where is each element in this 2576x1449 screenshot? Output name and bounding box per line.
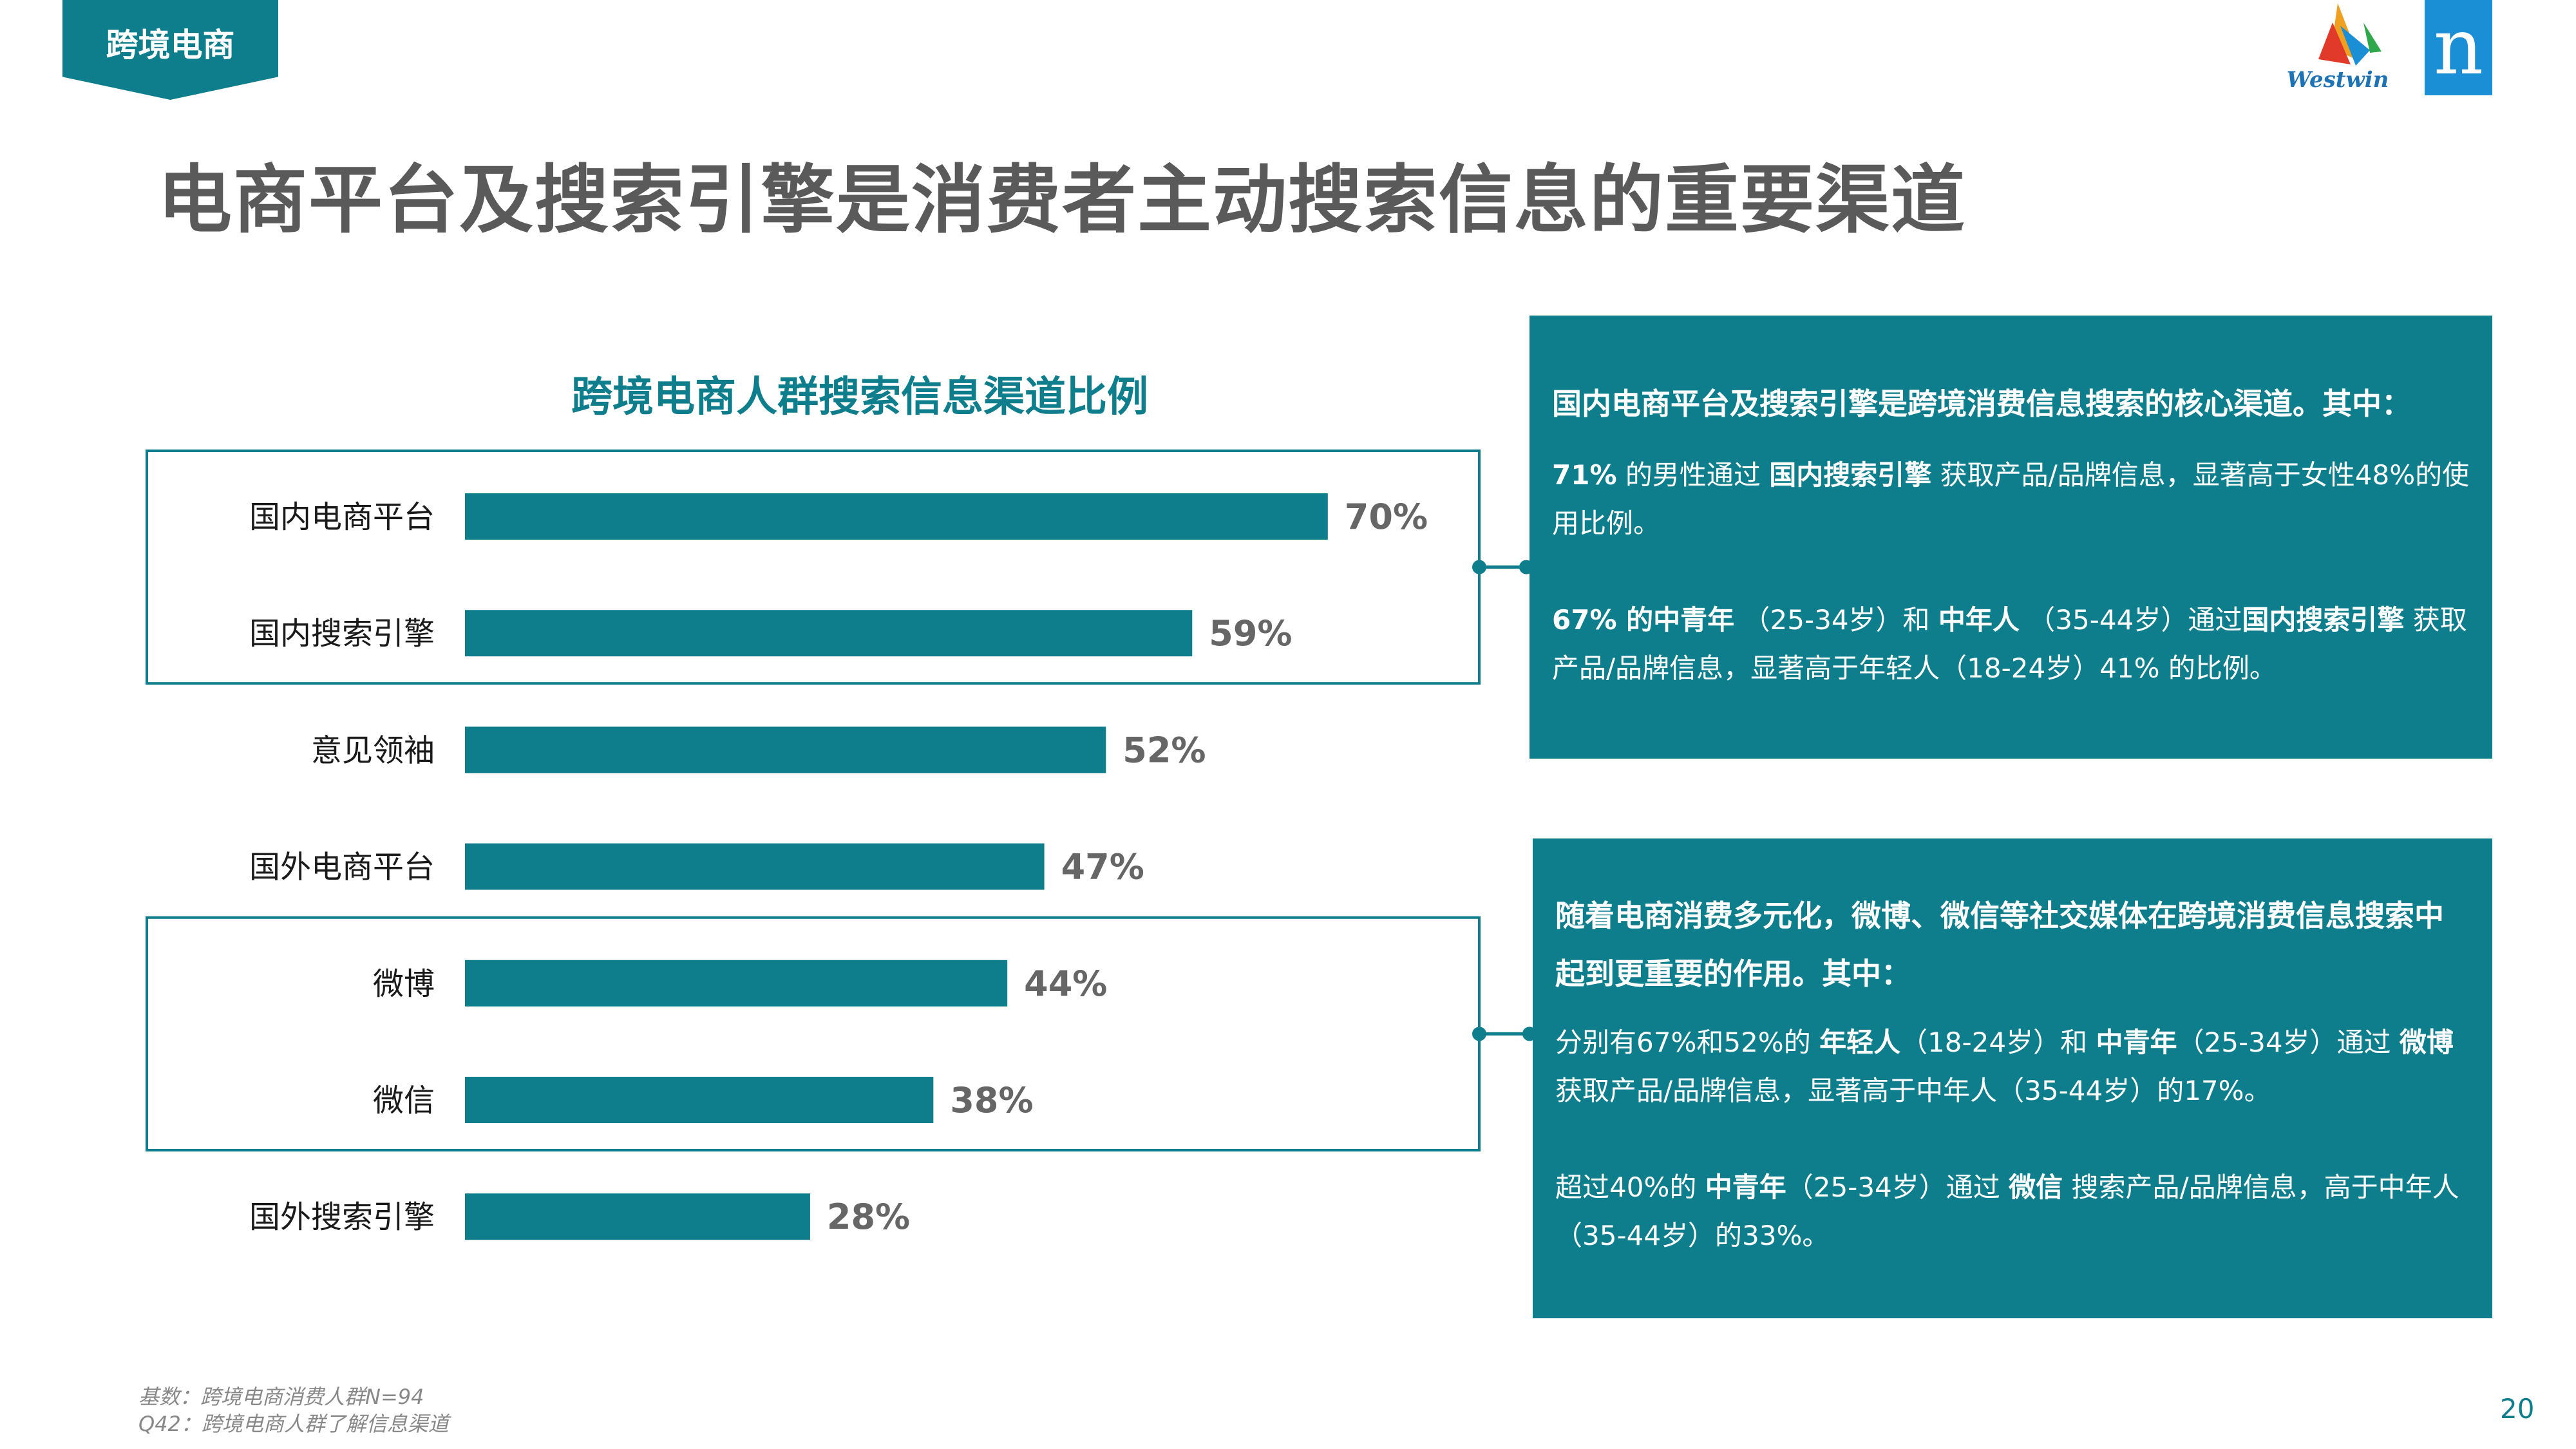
value-label-4: 47%: [1061, 847, 1144, 887]
panel1-p2-text: （25-34岁）和: [1734, 604, 1938, 636]
panel2-paragraph-1: 分别有67%和52%的 年轻人（18-24岁）和 中青年（25-34岁）通过 微…: [1555, 1018, 2470, 1115]
bar-6: [465, 1077, 934, 1123]
westwin-logo-text: Westwin: [2286, 67, 2389, 93]
panel1-p1-channel: 国内搜索引擎: [1769, 459, 1932, 491]
panel2-p1-group-1: 年轻人: [1819, 1027, 1901, 1058]
panel1-p1-text: 的男性通过: [1616, 459, 1770, 491]
sail-icon: [2318, 3, 2382, 66]
connector-dot-2a: [1472, 1027, 1486, 1041]
panel1-p2-channel: 国内搜索引擎: [2242, 604, 2405, 636]
value-label-1: 70%: [1345, 497, 1428, 537]
panel1-heading: 国内电商平台及搜索引擎是跨境消费信息搜索的核心渠道。其中：: [1552, 386, 2411, 421]
panel2-p1-text-4: 获取产品/品牌信息，显著高于中年人（35-44岁）的17%。: [1555, 1075, 2271, 1106]
bar-1: [465, 493, 1328, 540]
value-label-7: 28%: [827, 1197, 910, 1237]
connector-dot-1a: [1472, 560, 1486, 574]
panel2-p2-text-3: 搜索产品/品牌信息，高于中年人（35-44岁）的33%。: [1555, 1171, 2459, 1251]
panel2-p2-channel: 微信: [2009, 1171, 2063, 1203]
panel1-p2-text-3: 获取产品/品牌信息，显著高于年轻人（18-24岁）41% 的比例。: [1552, 604, 2467, 684]
bar-2: [465, 610, 1193, 657]
insight-panel-1: 国内电商平台及搜索引擎是跨境消费信息搜索的核心渠道。其中： 71% 的男性通过 …: [1530, 316, 2492, 759]
bar-3: [465, 726, 1106, 773]
panel1-p1-stat: 71%: [1552, 459, 1617, 491]
panel2-p2-text-2: （25-34岁）通过: [1786, 1171, 2009, 1203]
nielsen-logo: n: [2425, 0, 2492, 95]
panel1-p1-text-2: 获取产品/品牌信息，显著高于女性48%的使用比例。: [1552, 459, 2470, 539]
page-number: 20: [2500, 1393, 2535, 1425]
panel2-p1-text: 分别有67%和52%的: [1555, 1027, 1820, 1058]
page-title: 电商平台及搜索引擎是消费者主动搜索信息的重要渠道: [158, 157, 1967, 243]
category-label-7: 国外搜索引擎: [249, 1199, 435, 1235]
panel2-p1-text-2: （18-24岁）和: [1900, 1027, 2096, 1058]
panel2-paragraph-2: 超过40%的 中青年（25-34岁）通过 微信 搜索产品/品牌信息，高于中年人（…: [1555, 1163, 2470, 1260]
panel2-p1-text-3: （25-34岁）通过: [2177, 1027, 2400, 1058]
value-label-2: 59%: [1209, 613, 1292, 654]
value-label-5: 44%: [1024, 963, 1107, 1004]
westwin-logo: Westwin: [2273, 0, 2402, 97]
footnote-question: Q42：跨境电商人群了解信息渠道: [138, 1412, 449, 1436]
insight-panel-2: 随着电商消费多元化，微博、微信等社交媒体在跨境消费信息搜索中起到更重要的作用。其…: [1533, 838, 2492, 1318]
panel1-p2-text-2: （35-44岁）通过: [2019, 604, 2242, 636]
panel1-paragraph-1: 71% 的男性通过 国内搜索引擎 获取产品/品牌信息，显著高于女性48%的使用比…: [1552, 451, 2470, 547]
section-tag-label: 跨境电商: [106, 26, 235, 64]
panel2-p2-group: 中青年: [1705, 1171, 1786, 1203]
panel2-p1-group-2: 中青年: [2096, 1027, 2177, 1058]
panel2-heading: 随着电商消费多元化，微博、微信等社交媒体在跨境消费信息搜索中起到更重要的作用。其…: [1555, 898, 2444, 991]
category-label-6: 微信: [373, 1083, 435, 1119]
footnote-base: 基数：跨境电商消费人群N=94: [138, 1385, 424, 1409]
panel1-p2-group: 中年人: [1938, 604, 2020, 636]
chart-title: 跨境电商人群搜索信息渠道比例: [571, 374, 1148, 421]
category-label-1: 国内电商平台: [249, 499, 435, 535]
panel1-paragraph-2: 67% 的中青年 （25-34岁）和 中年人 （35-44岁）通过国内搜索引擎 …: [1552, 596, 2470, 692]
value-label-3: 52%: [1122, 730, 1206, 770]
section-tag: 跨境电商: [62, 0, 278, 100]
footnote: 基数：跨境电商消费人群N=94 Q42：跨境电商人群了解信息渠道: [138, 1383, 449, 1437]
category-label-3: 意见领袖: [311, 732, 435, 768]
category-label-2: 国内搜索引擎: [249, 616, 435, 652]
panel1-p2-stat: 67% 的中青年: [1552, 604, 1735, 636]
panel2-p1-channel: 微博: [2399, 1027, 2454, 1058]
category-label-4: 国外电商平台: [249, 849, 435, 886]
bar-7: [465, 1193, 810, 1240]
panel2-p2-text: 超过40%的: [1555, 1171, 1705, 1203]
value-label-6: 38%: [950, 1080, 1033, 1121]
bar-5: [465, 960, 1008, 1007]
category-label-5: 微博: [373, 966, 435, 1002]
bar-4: [465, 843, 1045, 890]
